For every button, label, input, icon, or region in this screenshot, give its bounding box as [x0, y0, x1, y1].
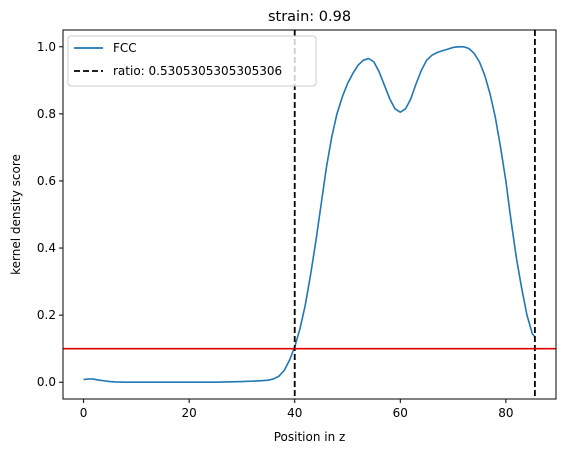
y-axis-label: kernel density score: [9, 154, 23, 275]
x-tick-label: 80: [498, 406, 513, 420]
x-axis-label: Position in z: [274, 430, 346, 444]
y-tick-label: 1.0: [37, 40, 56, 54]
x-tick-label: 40: [287, 406, 302, 420]
y-tick-label: 0.6: [37, 174, 56, 188]
chart-title: strain: 0.98: [268, 9, 351, 25]
legend: FCC ratio: 0.5305305305305306: [67, 35, 317, 87]
plot-area: [63, 30, 556, 399]
x-tick-label: 60: [393, 406, 408, 420]
legend-frame: [67, 35, 317, 87]
y-tick-label: 0.4: [37, 241, 56, 255]
y-tick-label: 0.0: [37, 375, 56, 389]
legend-label-ratio: ratio: 0.5305305305305306: [113, 64, 282, 78]
x-tick-label: 0: [80, 406, 88, 420]
axes-frame: [62, 29, 557, 400]
axis-ticks: 0 20 40 60 80 0.0 0.2 0.4 0.6 0.8 1.0: [37, 40, 514, 420]
y-tick-label: 0.8: [37, 107, 56, 121]
y-tick-label: 0.2: [37, 308, 56, 322]
x-tick-label: 20: [182, 406, 197, 420]
series-line-fcc: [83, 45, 536, 384]
legend-label-fcc: FCC: [113, 41, 137, 55]
